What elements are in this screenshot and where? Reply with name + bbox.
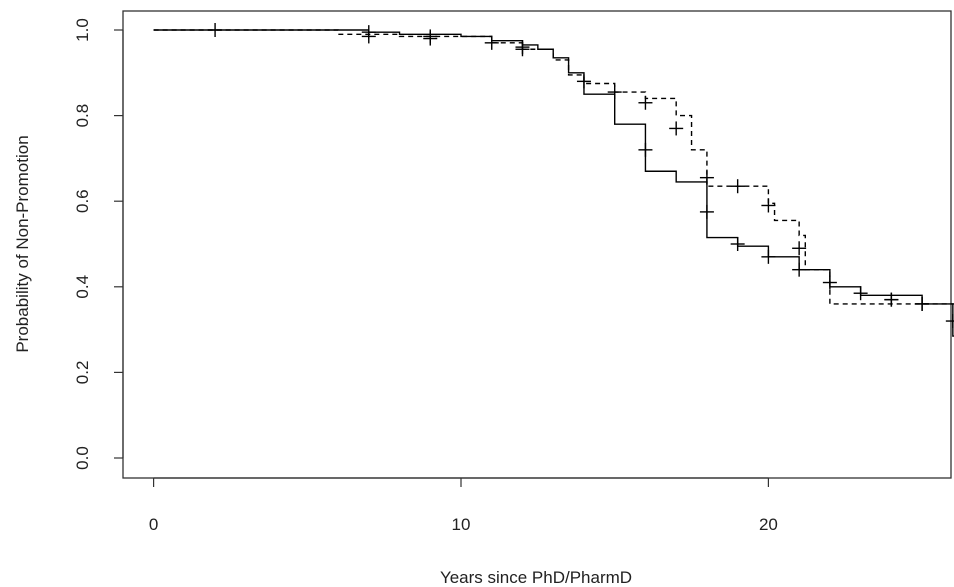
censor-mark bbox=[699, 204, 714, 219]
censor-mark bbox=[576, 74, 591, 89]
x-tick-label: 10 bbox=[452, 515, 471, 534]
series-dashed bbox=[153, 29, 954, 311]
censor-mark bbox=[638, 142, 653, 157]
x-axis-title: Years since PhD/PharmD bbox=[440, 568, 632, 587]
censor-mark bbox=[945, 314, 954, 329]
y-tick-label: 0.2 bbox=[73, 361, 92, 385]
censor-mark bbox=[730, 179, 745, 194]
censor-mark bbox=[699, 170, 714, 185]
step-line bbox=[153, 29, 954, 305]
censor-mark bbox=[822, 275, 837, 290]
censor-mark bbox=[792, 262, 807, 277]
censor-mark bbox=[669, 121, 684, 136]
y-tick-label: 0.4 bbox=[73, 275, 92, 299]
series-solid bbox=[153, 23, 954, 337]
censor-mark bbox=[484, 35, 499, 50]
plot-frame bbox=[122, 10, 952, 479]
y-tick-label: 0.8 bbox=[73, 104, 92, 128]
censor-mark bbox=[915, 296, 930, 311]
series-layer bbox=[153, 23, 954, 337]
censor-mark bbox=[792, 241, 807, 256]
step-line bbox=[153, 29, 954, 337]
censor-mark bbox=[853, 286, 868, 301]
y-tick-label: 1.0 bbox=[73, 18, 92, 42]
censor-mark bbox=[361, 29, 376, 44]
x-axis: 0102030 bbox=[149, 477, 778, 534]
censor-mark bbox=[515, 42, 530, 57]
censor-mark bbox=[423, 31, 438, 46]
censor-mark bbox=[761, 249, 776, 264]
censor-mark bbox=[761, 198, 776, 213]
y-tick-label: 0.0 bbox=[73, 446, 92, 470]
censor-mark bbox=[638, 95, 653, 110]
y-axis-title: Probability of Non-Promotion bbox=[13, 135, 32, 352]
x-tick-label: 20 bbox=[759, 515, 778, 534]
censor-mark bbox=[884, 292, 899, 307]
x-tick-label: 0 bbox=[149, 515, 158, 534]
y-tick-label: 0.6 bbox=[73, 189, 92, 213]
censor-mark bbox=[607, 85, 622, 100]
censor-mark bbox=[730, 237, 745, 251]
y-axis: 0.0 0.2 0.4 0.6 0.8 1.0 bbox=[73, 18, 124, 470]
